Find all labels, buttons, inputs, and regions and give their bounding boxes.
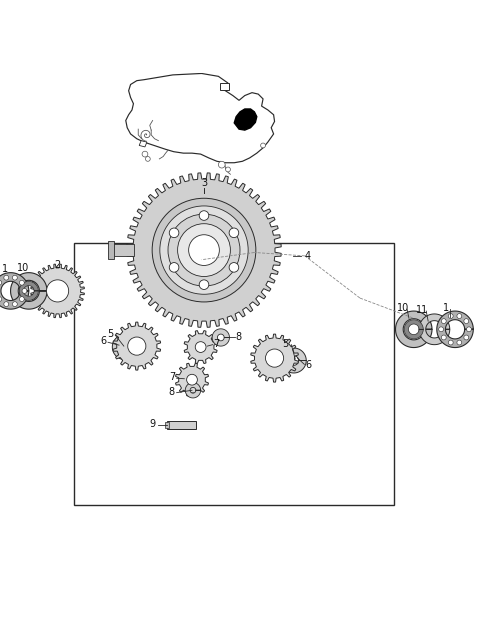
Text: 10: 10 xyxy=(17,263,29,273)
Circle shape xyxy=(457,314,462,319)
Polygon shape xyxy=(11,272,47,309)
Polygon shape xyxy=(31,264,84,318)
Circle shape xyxy=(229,262,239,272)
Circle shape xyxy=(47,280,69,302)
Circle shape xyxy=(178,224,230,276)
Circle shape xyxy=(261,143,265,148)
Text: 2: 2 xyxy=(54,259,61,269)
Polygon shape xyxy=(419,314,450,344)
Polygon shape xyxy=(404,320,423,339)
Polygon shape xyxy=(108,241,114,259)
Text: 11: 11 xyxy=(416,305,429,315)
Polygon shape xyxy=(113,322,161,370)
Circle shape xyxy=(467,327,471,332)
Circle shape xyxy=(457,340,462,345)
Text: 6: 6 xyxy=(100,336,106,346)
Circle shape xyxy=(226,167,230,172)
Polygon shape xyxy=(281,348,306,373)
Polygon shape xyxy=(176,363,208,396)
Text: 5: 5 xyxy=(107,329,114,339)
Text: 4: 4 xyxy=(304,251,310,261)
Circle shape xyxy=(441,319,446,324)
Circle shape xyxy=(448,314,453,319)
Circle shape xyxy=(464,319,469,324)
Circle shape xyxy=(12,275,17,280)
Polygon shape xyxy=(127,173,281,328)
Polygon shape xyxy=(19,281,38,301)
Text: 8: 8 xyxy=(236,331,241,341)
Circle shape xyxy=(142,151,148,157)
Polygon shape xyxy=(234,109,257,130)
Polygon shape xyxy=(212,329,229,346)
Circle shape xyxy=(4,302,9,306)
Circle shape xyxy=(448,340,453,345)
Polygon shape xyxy=(184,331,217,364)
Polygon shape xyxy=(139,141,147,147)
Circle shape xyxy=(19,297,24,301)
Text: 1: 1 xyxy=(2,264,8,274)
Text: 8: 8 xyxy=(169,387,175,397)
Circle shape xyxy=(128,337,146,355)
Bar xyxy=(167,421,196,429)
Polygon shape xyxy=(113,244,134,256)
Circle shape xyxy=(169,228,179,238)
Bar xyxy=(165,422,169,428)
Circle shape xyxy=(199,211,209,221)
Circle shape xyxy=(19,280,24,285)
Polygon shape xyxy=(0,272,29,309)
Text: 6: 6 xyxy=(305,360,311,370)
Circle shape xyxy=(199,280,209,289)
Polygon shape xyxy=(437,311,473,348)
Circle shape xyxy=(22,289,27,293)
Circle shape xyxy=(187,374,197,385)
Circle shape xyxy=(0,297,2,301)
FancyBboxPatch shape xyxy=(74,243,394,504)
Text: 3: 3 xyxy=(201,178,207,188)
Circle shape xyxy=(265,349,284,367)
Text: 5: 5 xyxy=(282,339,289,349)
Text: 7: 7 xyxy=(168,372,175,382)
Text: 7: 7 xyxy=(213,339,219,349)
Circle shape xyxy=(145,156,150,161)
Polygon shape xyxy=(126,74,275,162)
Polygon shape xyxy=(185,382,201,398)
Circle shape xyxy=(0,280,2,285)
Text: 1: 1 xyxy=(444,302,449,312)
Polygon shape xyxy=(112,334,137,359)
Circle shape xyxy=(152,198,256,302)
Circle shape xyxy=(218,161,225,168)
Circle shape xyxy=(169,262,179,272)
Circle shape xyxy=(189,235,219,266)
Circle shape xyxy=(160,206,248,294)
Circle shape xyxy=(229,228,239,238)
Text: 9: 9 xyxy=(150,419,156,429)
Polygon shape xyxy=(220,83,229,90)
Circle shape xyxy=(4,275,9,280)
Circle shape xyxy=(12,302,17,306)
Circle shape xyxy=(441,335,446,340)
Polygon shape xyxy=(251,334,299,382)
Circle shape xyxy=(195,342,206,352)
Text: 10: 10 xyxy=(397,302,409,312)
Circle shape xyxy=(168,214,240,286)
Polygon shape xyxy=(396,311,432,348)
Circle shape xyxy=(464,335,469,340)
Circle shape xyxy=(439,327,444,332)
